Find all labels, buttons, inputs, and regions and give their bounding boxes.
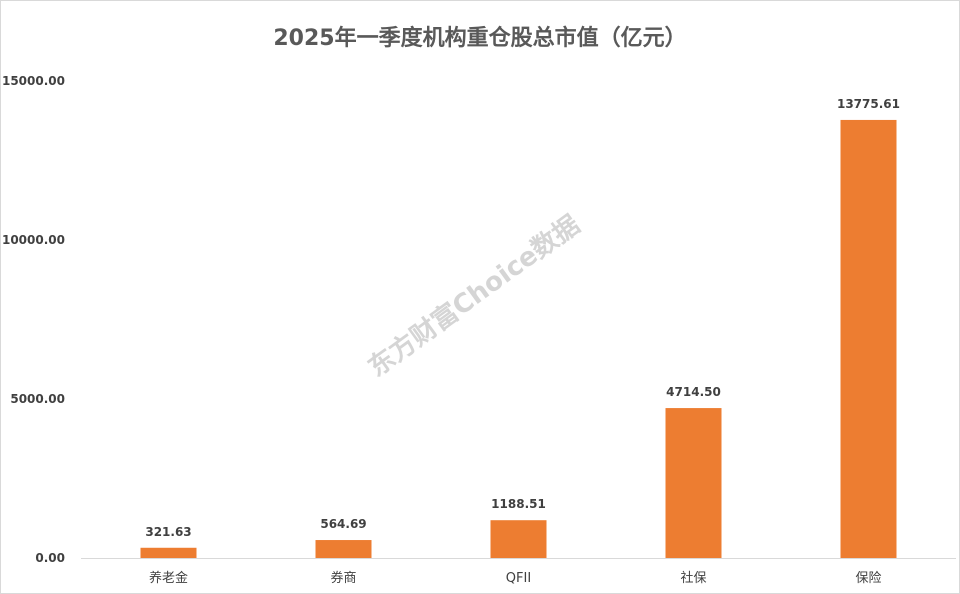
y-tick-label: 0.00 xyxy=(35,551,65,565)
x-tick-label: 社保 xyxy=(680,570,706,586)
bar xyxy=(315,540,372,558)
bar xyxy=(665,408,722,558)
chart-title: 2025年一季度机构重仓股总市值（亿元） xyxy=(273,25,686,51)
bar xyxy=(490,520,547,558)
y-tick-label: 15000.00 xyxy=(2,74,65,88)
x-tick-label: 养老金 xyxy=(149,570,188,586)
bar xyxy=(140,547,197,558)
watermark-text: 东方财富Choice数据 xyxy=(362,209,585,383)
data-label: 13775.61 xyxy=(837,97,900,111)
data-label: 321.63 xyxy=(145,525,191,539)
data-label: 4714.50 xyxy=(666,385,721,399)
y-tick-label: 10000.00 xyxy=(2,233,65,247)
y-tick-label: 5000.00 xyxy=(10,392,65,406)
plot-area: 0.00 5000.00 10000.00 15000.00 321.63 养老金 564.… xyxy=(2,74,956,586)
bar xyxy=(840,119,897,558)
x-tick-label: 保险 xyxy=(855,571,881,586)
data-label: 564.69 xyxy=(320,517,366,531)
x-tick-label: 券商 xyxy=(330,570,356,586)
x-tick-label: QFII xyxy=(506,571,531,586)
data-label: 1188.51 xyxy=(491,497,546,511)
